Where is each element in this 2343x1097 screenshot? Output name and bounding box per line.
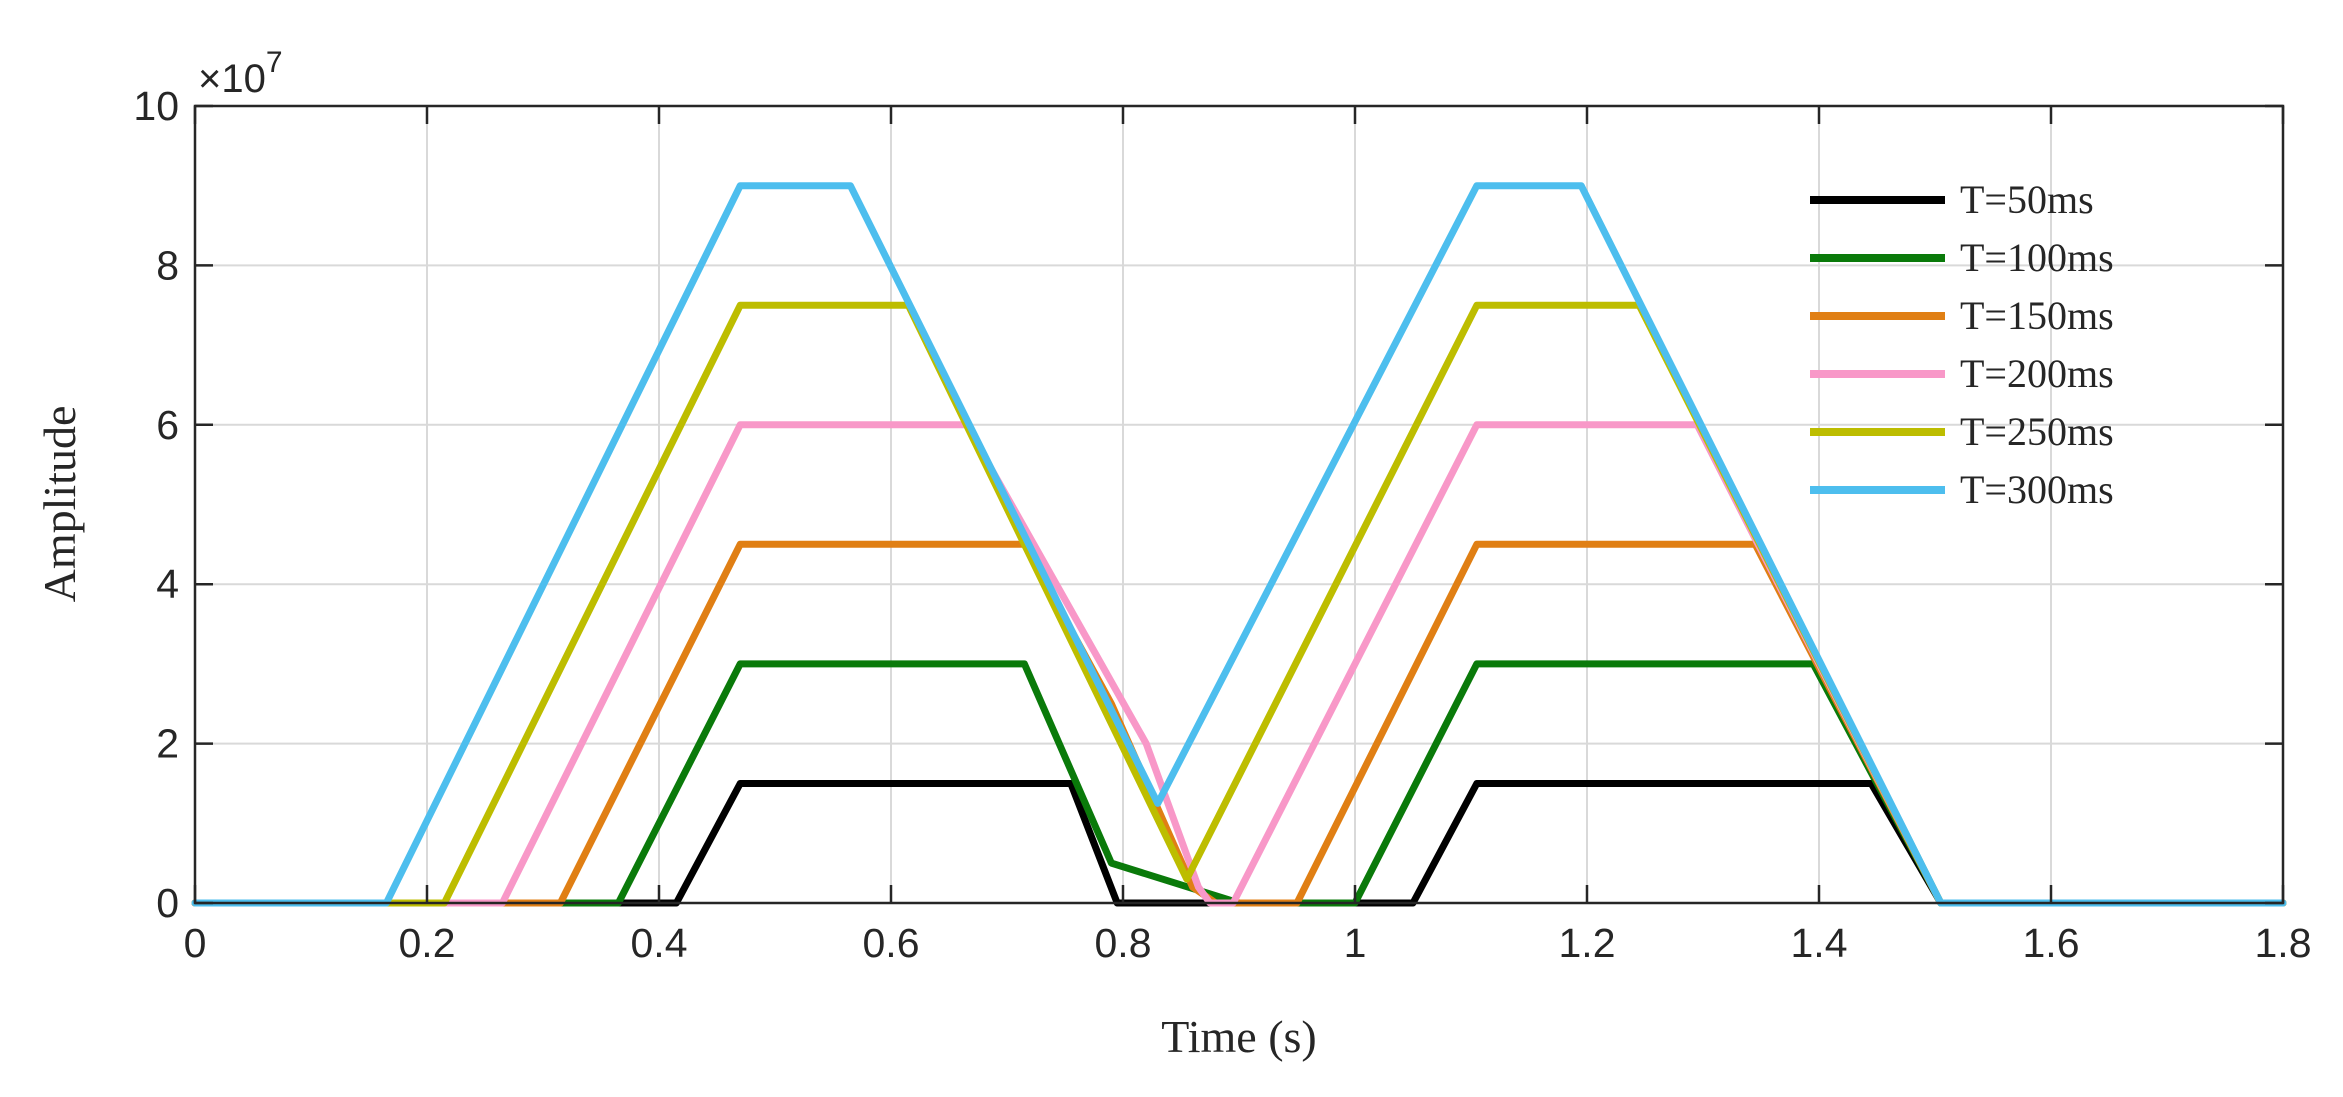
- y-tick-label: 0: [156, 880, 179, 926]
- legend-label-t-300ms: T=300ms: [1960, 467, 2114, 512]
- x-tick-label: 0.8: [1095, 920, 1152, 966]
- tick-labels: 0 0.2 0.4 0.6 0.8 1 1.2 1.4 1.6 1.8 0 2 4 6 8 10: [133, 83, 2311, 966]
- tick-marks: [193, 104, 2285, 905]
- x-axis-label: Time (s): [1161, 1011, 1317, 1062]
- legend-label-t-100ms: T=100ms: [1960, 235, 2114, 280]
- y-exponent-label: ×107: [198, 46, 283, 101]
- legend-label-t-150ms: T=150ms: [1960, 293, 2114, 338]
- x-tick-label: 1.2: [1559, 920, 1616, 966]
- y-axis-label: Amplitude: [34, 406, 85, 603]
- y-tick-label: 4: [156, 561, 179, 607]
- legend: T=50ms T=100ms T=150ms T=200ms T=250ms T=300m…: [1810, 177, 2114, 512]
- x-tick-label: 1.4: [1791, 920, 1848, 966]
- x-tick-label: 1: [1344, 920, 1367, 966]
- y-tick-label: 6: [156, 402, 179, 448]
- legend-label-t-50ms: T=50ms: [1960, 177, 2094, 222]
- axes-box: [193, 104, 2285, 905]
- x-tick-label: 1.8: [2255, 920, 2312, 966]
- x-tick-label: 0: [184, 920, 207, 966]
- x-tick-label: 0.6: [863, 920, 920, 966]
- x-tick-label: 1.6: [2023, 920, 2080, 966]
- series-line-t-300ms: [191, 182, 2287, 907]
- grid-lines: [195, 106, 2283, 903]
- x-tick-label: 0.4: [631, 920, 688, 966]
- legend-label-t-200ms: T=200ms: [1960, 351, 2114, 396]
- y-tick-label: 2: [156, 721, 179, 767]
- legend-label-t-250ms: T=250ms: [1960, 409, 2114, 454]
- x-tick-label: 0.2: [399, 920, 456, 966]
- y-tick-label: 10: [133, 83, 179, 129]
- y-tick-label: 8: [156, 242, 179, 288]
